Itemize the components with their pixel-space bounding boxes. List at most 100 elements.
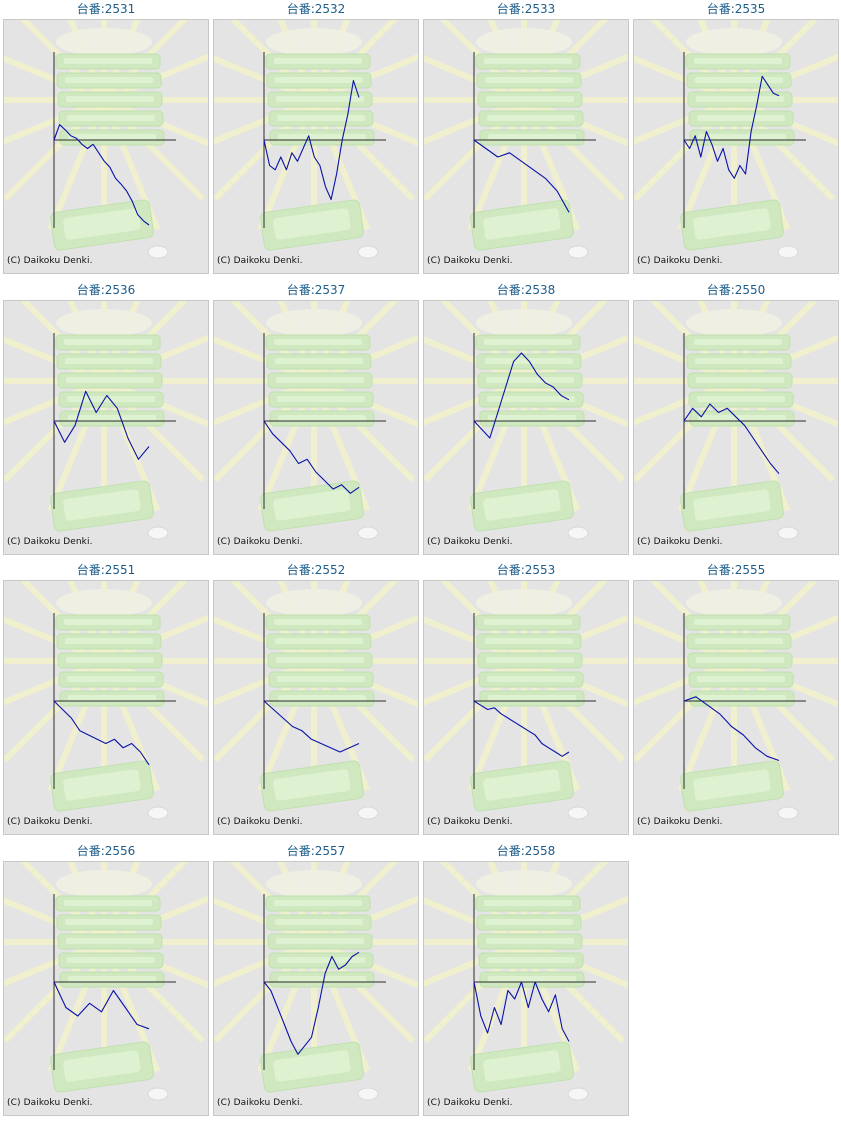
chart-frame: (C) Daikoku Denki. [3,19,209,274]
copyright-text: (C) Daikoku Denki. [7,537,93,547]
chart-title: 台番:2550 [706,283,766,297]
chart-title: 台番:2558 [496,844,556,858]
chart-frame: (C) Daikoku Denki. [213,580,419,835]
data-series-line [53,981,150,1030]
line-chart [424,20,628,259]
chart-title: 台番:2553 [496,563,556,577]
machine-chart-panel: 台番:2536 (C) Daikoku Denki. [3,281,209,556]
line-chart [214,20,418,259]
machine-chart-panel: 台番:2551 (C) Daikoku Denki. [3,561,209,836]
copyright-text: (C) Daikoku Denki. [637,256,723,266]
background-illustration [424,20,628,259]
data-series-line [53,124,150,226]
line-chart [634,301,838,540]
chart-frame: (C) Daikoku Denki. [213,861,419,1116]
line-chart [4,20,208,259]
line-chart [214,862,418,1101]
background-illustration [634,20,838,259]
data-series-line [263,951,360,1055]
data-series-line [683,75,780,179]
machine-chart-panel: 台番:2532 (C) Daikoku Denki. [213,0,419,275]
chart-title: 台番:2555 [706,563,766,577]
data-series-line [683,696,780,762]
copyright-text: (C) Daikoku Denki. [427,537,513,547]
chart-frame: (C) Daikoku Denki. [423,19,629,274]
line-chart [634,581,838,820]
data-series-line [683,403,780,475]
data-series-line [263,420,360,494]
machine-chart-panel: 台番:2537 (C) Daikoku Denki. [213,281,419,556]
machine-chart-panel: 台番:2531 (C) Daikoku Denki. [3,0,209,275]
line-chart [424,862,628,1101]
copyright-text: (C) Daikoku Denki. [217,537,303,547]
line-chart [4,862,208,1101]
line-chart [634,20,838,259]
line-chart [424,301,628,540]
chart-title: 台番:2538 [496,283,556,297]
machine-chart-panel: 台番:2557 (C) Daikoku Denki. [213,842,419,1117]
background-illustration [634,301,838,540]
data-series-line [473,352,570,439]
line-chart [214,301,418,540]
copyright-text: (C) Daikoku Denki. [217,1098,303,1108]
copyright-text: (C) Daikoku Denki. [217,256,303,266]
line-chart [214,581,418,820]
line-chart [424,581,628,820]
chart-title: 台番:2556 [76,844,136,858]
machine-chart-panel: 台番:2550 (C) Daikoku Denki. [633,281,839,556]
chart-title: 台番:2551 [76,563,136,577]
chart-title: 台番:2535 [706,2,766,16]
chart-frame: (C) Daikoku Denki. [423,300,629,555]
copyright-text: (C) Daikoku Denki. [7,256,93,266]
data-series-line [473,700,570,757]
copyright-text: (C) Daikoku Denki. [217,817,303,827]
copyright-text: (C) Daikoku Denki. [427,817,513,827]
machine-chart-panel: 台番:2558 (C) Daikoku Denki. [423,842,629,1117]
machine-chart-panel: 台番:2553 (C) Daikoku Denki. [423,561,629,836]
chart-frame: (C) Daikoku Denki. [633,19,839,274]
chart-frame: (C) Daikoku Denki. [633,300,839,555]
background-illustration [4,862,208,1101]
chart-frame: (C) Daikoku Denki. [423,861,629,1116]
machine-chart-panel: 台番:2533 (C) Daikoku Denki. [423,0,629,275]
background-illustration [4,20,208,259]
data-series-line [473,981,570,1042]
data-series-line [263,79,360,201]
chart-frame: (C) Daikoku Denki. [213,19,419,274]
chart-frame: (C) Daikoku Denki. [3,580,209,835]
chart-title: 台番:2536 [76,283,136,297]
copyright-text: (C) Daikoku Denki. [637,537,723,547]
chart-frame: (C) Daikoku Denki. [3,861,209,1116]
machine-chart-panel: 台番:2538 (C) Daikoku Denki. [423,281,629,556]
machine-chart-panel: 台番:2552 (C) Daikoku Denki. [213,561,419,836]
copyright-text: (C) Daikoku Denki. [427,256,513,266]
copyright-text: (C) Daikoku Denki. [427,1098,513,1108]
chart-title: 台番:2552 [286,563,346,577]
chart-frame: (C) Daikoku Denki. [3,300,209,555]
line-chart [4,581,208,820]
chart-title: 台番:2531 [76,2,136,16]
chart-title: 台番:2532 [286,2,346,16]
machine-chart-panel: 台番:2535 (C) Daikoku Denki. [633,0,839,275]
chart-title: 台番:2537 [286,283,346,297]
copyright-text: (C) Daikoku Denki. [7,817,93,827]
machine-chart-panel: 台番:2556 (C) Daikoku Denki. [3,842,209,1117]
background-illustration [634,581,838,820]
background-illustration [214,581,418,820]
chart-frame: (C) Daikoku Denki. [213,300,419,555]
data-series-line [53,700,150,766]
background-illustration [424,862,628,1101]
background-illustration [214,862,418,1101]
data-series-line [53,390,150,460]
background-illustration [214,20,418,259]
background-illustration [214,301,418,540]
copyright-text: (C) Daikoku Denki. [7,1098,93,1108]
background-illustration [4,301,208,540]
line-chart [4,301,208,540]
chart-frame: (C) Daikoku Denki. [423,580,629,835]
chart-title: 台番:2557 [286,844,346,858]
copyright-text: (C) Daikoku Denki. [637,817,723,827]
background-illustration [424,301,628,540]
data-series-line [263,700,360,753]
